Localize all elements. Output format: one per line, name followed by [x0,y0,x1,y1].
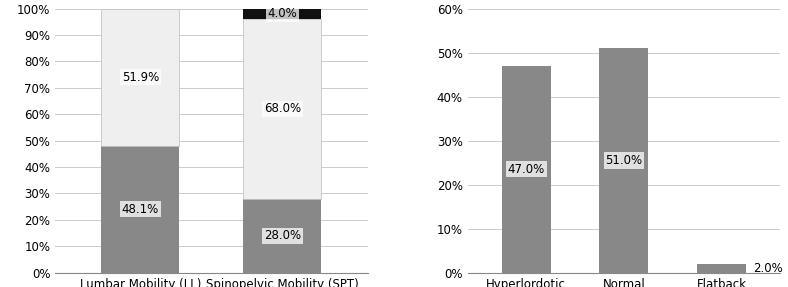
Bar [102,9,180,146]
Bar [243,19,322,199]
Text: 51.9%: 51.9% [122,71,159,84]
Bar [600,48,649,273]
Text: 4.0%: 4.0% [268,7,297,20]
Bar [243,199,322,273]
Bar [102,146,180,273]
Text: 48.1%: 48.1% [122,203,159,216]
Bar [502,66,551,273]
Text: 51.0%: 51.0% [605,154,642,167]
Text: 47.0%: 47.0% [507,163,545,176]
Bar [697,264,746,273]
Bar [243,9,322,19]
Text: 2.0%: 2.0% [753,262,782,275]
Text: 68.0%: 68.0% [264,102,301,115]
Text: 28.0%: 28.0% [264,229,301,242]
